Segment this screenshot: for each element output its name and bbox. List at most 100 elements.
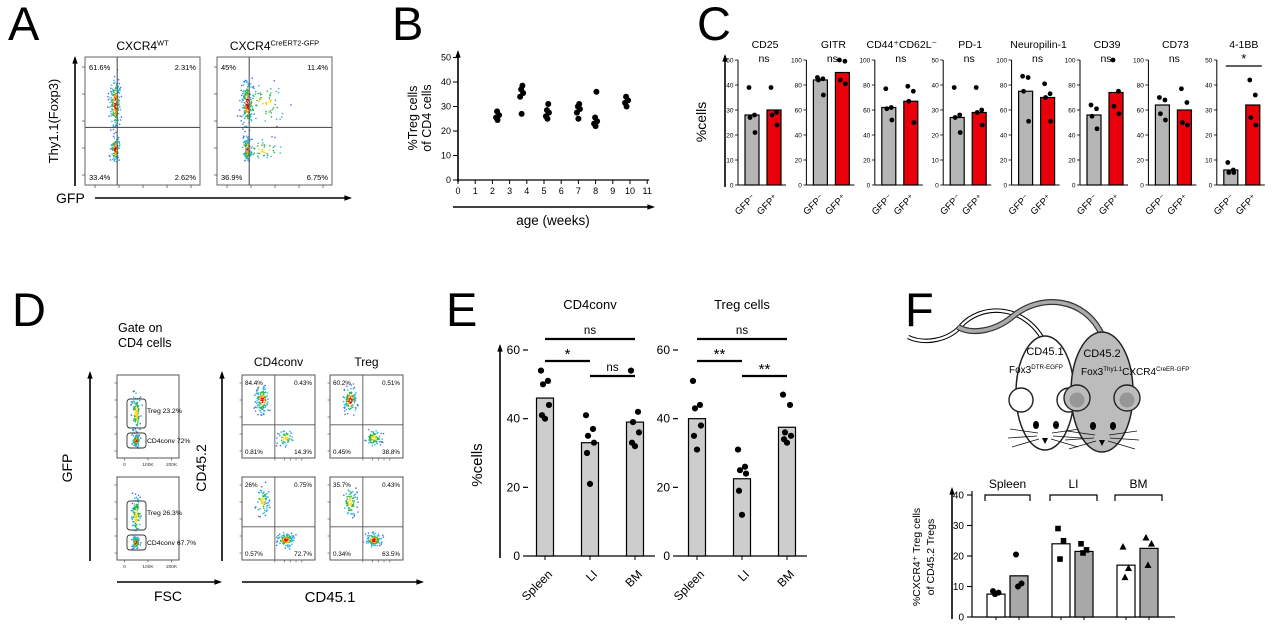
flow-dot [356,403,359,406]
quadrant-value: 33.4% [89,173,111,182]
panel-d-label: D [12,283,46,336]
y-tick: 40 [657,412,671,426]
gate-label: Treg 23.2% [147,408,182,415]
flow-dot [380,543,383,545]
x-tick: 0 [455,186,460,196]
flow-dot [250,153,253,155]
flow-dot [261,486,263,488]
flow-dot [349,493,351,496]
flow-dot [265,103,268,106]
flow-dot [379,444,382,446]
flow-dot [112,124,115,126]
flow-dot [274,103,276,106]
flow-dot [110,147,113,150]
data-point [884,106,890,112]
flow-dot [243,107,246,110]
gate-box [126,500,147,531]
flow-dot [259,402,261,405]
flow-dot [266,403,269,406]
gate-title: CD4 cells [118,336,172,350]
flow-dot [269,101,272,103]
flow-dot [241,115,243,118]
arrowhead [949,487,955,495]
flow-dot [136,514,139,516]
plot-title: CXCR4CreERT2-GFP [230,38,319,53]
flow-dot [113,132,116,135]
flow-dot [269,144,271,147]
flow-dot [244,90,247,92]
flow-dot [118,96,121,99]
column-title: Treg [354,355,378,369]
flow-dot [247,141,249,144]
data-point [1247,77,1253,83]
flow-dot [349,508,352,511]
flow-dot [243,80,245,83]
flow-dot [354,399,357,402]
flow-dot [288,438,291,440]
flow-dot [260,391,262,394]
flow-dot [346,498,348,500]
flow-dot [349,496,351,498]
flow-dot [251,138,253,140]
flow-dot [264,406,267,409]
sig-label: ns [736,325,748,337]
x-tick: 9 [610,186,615,196]
bar [986,593,1006,618]
data-point [1231,170,1237,175]
flow-dot [246,93,248,96]
flow-dot [107,98,110,101]
y-tick: 20 [441,126,451,136]
flow-dot [134,402,136,405]
flow-dot [245,110,248,112]
flow-dot [110,110,112,113]
flow-dot [247,104,249,107]
flow-dot [250,96,252,99]
flow-dot [370,546,373,548]
flow-dot [266,507,268,509]
flow-dot [275,90,278,93]
flow-dot [264,514,267,517]
flow-dot [282,430,285,433]
data-point [575,115,582,122]
flow-dot [372,431,375,433]
flow-dot [115,152,117,154]
flow-dot [249,93,251,96]
flow-dot [241,84,243,87]
flow-dot [111,153,113,155]
flow-dot [343,494,345,497]
flow-dot [245,135,248,137]
data-point [1148,540,1155,547]
flow-dot [352,497,355,499]
flow-dot [243,106,246,108]
flow-dot [346,394,349,396]
flow-dot [245,108,248,110]
flow-dot [137,419,139,422]
mouse-strain-label: CD45.1 [1026,346,1063,358]
flow-dot [131,502,134,505]
flow-dot [350,387,352,390]
flow-dot [357,511,359,513]
flow-dot [286,439,289,441]
sig-label: ns [1032,53,1043,65]
flow-dot [249,82,252,85]
flow-dot [247,159,249,161]
flow-dot [137,436,139,439]
flow-dot [267,501,270,504]
flow-dot [135,545,138,547]
flow-dot [263,151,266,154]
flow-dot [133,440,135,443]
flow-dot [138,435,140,438]
flow-dot [285,433,288,435]
x-category-label: GFP⁻ [870,192,895,217]
flow-dot [345,408,348,411]
x-tick: 200K [166,462,178,468]
flow-dot [349,391,352,394]
x-category-label: LI [583,567,600,584]
flow-dot [255,392,257,395]
data-point [783,439,791,446]
flow-dot [263,399,266,402]
data-point [1057,556,1063,562]
flow-dot [111,92,113,95]
y-tick: 20 [1068,157,1076,164]
flow-dot [346,412,349,415]
